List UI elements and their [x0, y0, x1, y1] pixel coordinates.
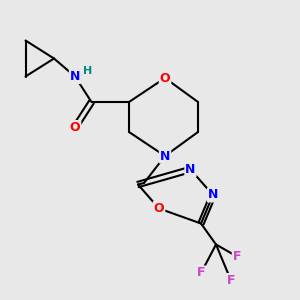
- Text: N: N: [160, 149, 170, 163]
- Text: N: N: [185, 163, 196, 176]
- Text: H: H: [83, 65, 92, 76]
- Text: F: F: [227, 274, 235, 287]
- Text: N: N: [70, 70, 80, 83]
- Text: O: O: [70, 121, 80, 134]
- Text: O: O: [160, 71, 170, 85]
- Text: O: O: [154, 202, 164, 215]
- Text: F: F: [233, 250, 241, 263]
- Text: N: N: [208, 188, 218, 202]
- Text: F: F: [197, 266, 205, 280]
